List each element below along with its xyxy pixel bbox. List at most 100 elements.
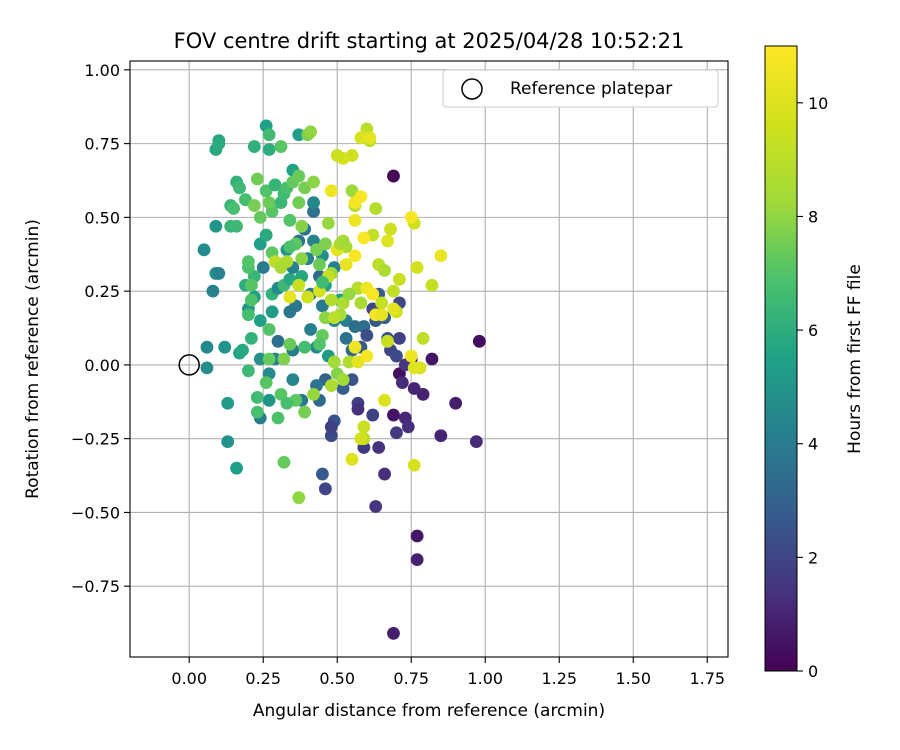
data-point: [387, 169, 400, 183]
data-point: [262, 143, 276, 156]
data-point: [274, 140, 288, 153]
data-point: [221, 396, 235, 410]
data-point: [242, 255, 255, 269]
data-point: [395, 376, 409, 390]
data-point: [336, 234, 350, 248]
data-point: [271, 411, 285, 425]
data-point: [265, 305, 279, 319]
data-point: [262, 393, 276, 407]
data-point: [292, 278, 306, 292]
data-point: [324, 379, 338, 392]
data-point: [345, 452, 359, 466]
legend-box: [442, 69, 719, 108]
data-point: [342, 287, 356, 301]
data-point: [277, 352, 291, 366]
data-point: [318, 311, 332, 325]
data-point: [321, 216, 335, 230]
data-point: [236, 343, 249, 357]
data-point: [274, 261, 288, 274]
data-point: [218, 340, 232, 354]
data-point: [425, 278, 439, 292]
colorbar-ticks: 0 2 4 6 8 10: [797, 94, 828, 681]
data-point: [381, 234, 394, 248]
data-point: [292, 196, 306, 210]
data-point: [307, 196, 320, 210]
data-point: [301, 290, 315, 304]
data-point: [277, 455, 291, 469]
data-point: [387, 302, 400, 316]
data-point: [363, 131, 377, 145]
data-point: [390, 426, 403, 440]
data-point: [242, 308, 255, 322]
data-point: [366, 287, 380, 301]
data-point: [327, 355, 341, 369]
data-point: [247, 140, 261, 153]
data-point: [307, 205, 320, 218]
data-point: [304, 323, 317, 336]
data-point: [354, 296, 368, 310]
legend-reference-marker: [461, 78, 483, 100]
data-point: [369, 500, 383, 513]
y-axis-label: Rotation from reference (arcmin): [23, 219, 43, 499]
data-point: [336, 373, 350, 387]
data-point: [307, 175, 320, 189]
colorbar-gradient: [764, 45, 798, 672]
data-point: [324, 184, 338, 198]
data-point: [280, 396, 294, 410]
data-point: [369, 202, 383, 215]
data-point: [230, 219, 243, 233]
data-point: [313, 337, 326, 351]
data-point: [247, 199, 261, 212]
data-point: [469, 435, 483, 449]
y-axis-ticks: −0.75 −0.50 −0.25 0.00 0.25 0.50 0.75 1.00: [71, 61, 130, 596]
data-point: [351, 402, 365, 416]
data-point: [342, 355, 356, 369]
data-point: [286, 373, 300, 387]
data-point: [250, 172, 264, 186]
y-tick-label: 0.00: [84, 356, 120, 375]
data-point: [348, 320, 362, 333]
y-tick-label: 0.25: [84, 282, 120, 301]
data-point: [230, 461, 243, 475]
data-point: [206, 284, 220, 298]
data-point: [345, 373, 359, 387]
data-point: [298, 405, 312, 419]
data-point: [390, 349, 403, 363]
data-point: [330, 149, 344, 162]
data-point: [283, 290, 297, 304]
data-point: [253, 210, 267, 224]
data-point: [256, 261, 270, 274]
y-tick-label: −0.25: [71, 430, 120, 449]
x-tick-label: 1.50: [615, 669, 651, 688]
data-point: [449, 396, 463, 410]
data-point: [348, 249, 362, 263]
data-point: [336, 382, 350, 395]
y-tick-label: 1.00: [84, 61, 120, 80]
data-point: [392, 331, 406, 345]
data-point: [262, 196, 276, 210]
data-point: [292, 491, 306, 505]
data-point: [378, 393, 391, 407]
data-point: [295, 252, 309, 266]
data-point: [410, 261, 424, 274]
data-point: [434, 249, 448, 263]
y-tick-label: −0.50: [71, 503, 120, 522]
data-point: [244, 293, 258, 307]
data-point: [324, 429, 338, 443]
data-point: [313, 258, 326, 271]
data-point: [404, 349, 418, 363]
data-point: [384, 222, 397, 236]
data-point: [372, 441, 386, 454]
data-point: [401, 420, 415, 434]
data-point: [318, 237, 332, 251]
data-point: [378, 467, 391, 481]
data-point: [253, 352, 267, 366]
data-point: [212, 267, 226, 280]
x-tick-label: 0.75: [393, 669, 429, 688]
data-point: [327, 311, 341, 325]
data-point: [292, 169, 306, 183]
data-point: [434, 429, 448, 443]
y-tick-label: 0.75: [84, 135, 120, 154]
colorbar-label: Hours from first FF file: [845, 264, 865, 454]
data-point: [381, 334, 394, 348]
